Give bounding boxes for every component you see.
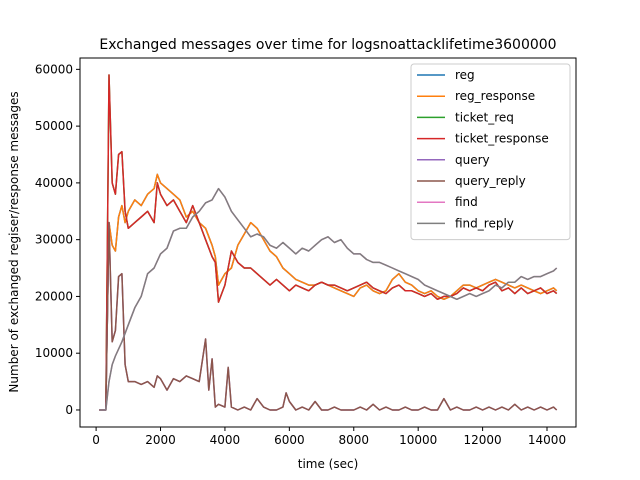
legend-label-find: find (455, 195, 478, 209)
y-tick-label: 40000 (35, 176, 73, 190)
legend-label-ticket-req: ticket_req (455, 110, 514, 124)
y-axis-label: Number of exchanged regiser/response mes… (7, 91, 21, 392)
x-tick-label: 0 (92, 433, 100, 447)
plot-area (99, 74, 558, 411)
x-tick-label: 14000 (528, 433, 566, 447)
x-tick-label: 4000 (210, 433, 241, 447)
plot-frame (79, 57, 577, 428)
x-tick-label: 2000 (145, 433, 176, 447)
series-line-reg-response (99, 173, 558, 411)
series-line-find-reply (99, 187, 558, 411)
y-tick-label: 10000 (35, 346, 73, 360)
x-axis-label: time (sec) (298, 457, 359, 471)
y-tick-label: 20000 (35, 289, 73, 303)
x-tick-label: 10000 (399, 433, 437, 447)
legend-label-ticket-response: ticket_response (455, 132, 549, 146)
legend-label-reg: reg (455, 68, 475, 82)
chart-title: Exchanged messages over time for logsnoa… (99, 37, 556, 53)
series-line-ticket-response (99, 74, 558, 411)
legend-label-query-reply: query_reply (455, 174, 526, 188)
series-line-query-reply (99, 221, 558, 411)
y-tick-label: 30000 (35, 233, 73, 247)
legend: reg reg_response ticket_req ticket_response… (410, 63, 571, 241)
legend-label-query: query (455, 153, 490, 167)
x-tick-label: 12000 (464, 433, 502, 447)
legend-box (410, 63, 571, 241)
y-tick-label: 60000 (35, 62, 73, 76)
legend-label-find-reply: find_reply (455, 216, 514, 230)
x-tick-label: 6000 (274, 433, 305, 447)
y-tick-label: 50000 (35, 119, 73, 133)
x-tick-label: 8000 (338, 433, 369, 447)
legend-label-reg-response: reg_response (455, 89, 535, 103)
x-axis: 0 2000 4000 6000 8000 10000 12000 14000 (92, 427, 566, 447)
y-axis: 0 10000 20000 30000 40000 50000 60000 (35, 62, 80, 417)
y-tick-label: 0 (65, 403, 73, 417)
